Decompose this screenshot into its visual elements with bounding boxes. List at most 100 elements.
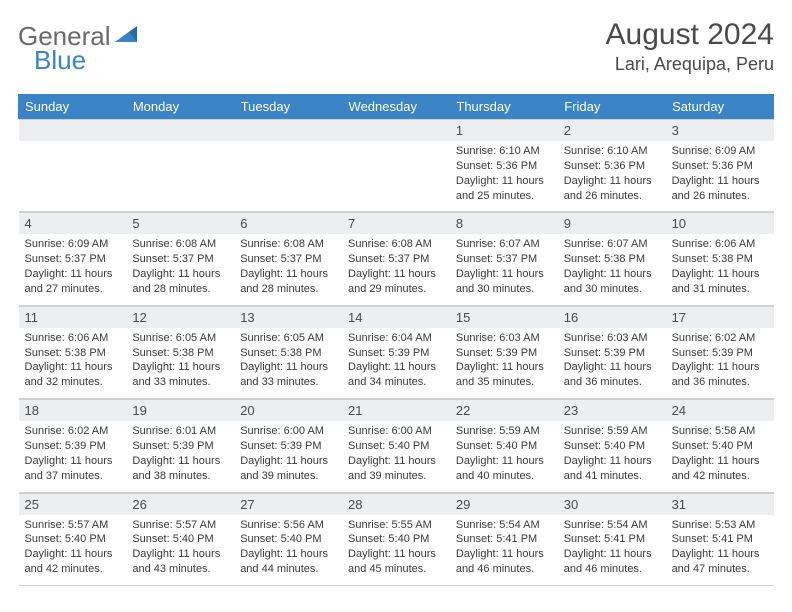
- sunset-value: 5:39 PM: [712, 347, 753, 359]
- day-body: Sunrise: 5:59 AMSunset: 5:40 PMDaylight:…: [450, 421, 558, 491]
- day-number: 8: [450, 212, 558, 234]
- sunrise-label: Sunrise:: [348, 425, 388, 437]
- daylight-label: Daylight:: [132, 548, 175, 560]
- day-body: Sunrise: 6:07 AMSunset: 5:37 PMDaylight:…: [450, 234, 558, 304]
- day-number: 15: [450, 306, 558, 328]
- day-body: Sunrise: 5:55 AMSunset: 5:40 PMDaylight:…: [342, 515, 450, 585]
- sunset-label: Sunset:: [564, 533, 601, 545]
- logo-triangle-icon: [115, 18, 137, 49]
- calendar-cell: [234, 119, 342, 212]
- sunset-line: Sunset: 5:39 PM: [456, 346, 552, 361]
- sunset-line: Sunset: 5:41 PM: [564, 532, 660, 547]
- day-body: Sunrise: 6:03 AMSunset: 5:39 PMDaylight:…: [450, 328, 558, 398]
- day-body: Sunrise: 6:10 AMSunset: 5:36 PMDaylight:…: [450, 141, 558, 211]
- day-header: Monday: [126, 94, 234, 119]
- calendar-cell: 21Sunrise: 6:00 AMSunset: 5:40 PMDayligh…: [342, 399, 450, 492]
- sunrise-value: 5:57 AM: [68, 519, 108, 531]
- sunrise-value: 6:03 AM: [607, 332, 647, 344]
- daylight-label: Daylight:: [672, 548, 715, 560]
- sunset-value: 5:36 PM: [604, 160, 645, 172]
- daylight-line: Daylight: 11 hours and 28 minutes.: [132, 267, 228, 297]
- sunset-label: Sunset:: [456, 160, 493, 172]
- sunrise-label: Sunrise:: [132, 238, 172, 250]
- daylight-line: Daylight: 11 hours and 43 minutes.: [132, 547, 228, 577]
- daylight-line: Daylight: 11 hours and 42 minutes.: [672, 454, 768, 484]
- sunrise-value: 5:57 AM: [176, 519, 216, 531]
- daylight-line: Daylight: 11 hours and 42 minutes.: [25, 547, 121, 577]
- sunset-line: Sunset: 5:37 PM: [348, 252, 444, 267]
- sunrise-line: Sunrise: 6:10 AM: [456, 144, 552, 159]
- day-number: 9: [558, 212, 666, 234]
- day-body: Sunrise: 5:58 AMSunset: 5:40 PMDaylight:…: [666, 421, 774, 491]
- sunrise-value: 6:08 AM: [391, 238, 431, 250]
- week-row: 4Sunrise: 6:09 AMSunset: 5:37 PMDaylight…: [19, 212, 774, 305]
- day-number: 17: [666, 306, 774, 328]
- sunrise-line: Sunrise: 6:02 AM: [672, 331, 768, 346]
- daylight-label: Daylight:: [25, 548, 68, 560]
- sunset-line: Sunset: 5:38 PM: [672, 252, 768, 267]
- sunrise-label: Sunrise:: [348, 519, 388, 531]
- sunrise-label: Sunrise:: [456, 425, 496, 437]
- day-body: Sunrise: 6:08 AMSunset: 5:37 PMDaylight:…: [234, 234, 342, 304]
- day-number: 1: [450, 119, 558, 141]
- day-number: 2: [558, 119, 666, 141]
- sunrise-value: 5:54 AM: [607, 519, 647, 531]
- calendar-cell: 5Sunrise: 6:08 AMSunset: 5:37 PMDaylight…: [126, 212, 234, 305]
- sunrise-line: Sunrise: 5:53 AM: [672, 518, 768, 533]
- sunrise-label: Sunrise:: [240, 425, 280, 437]
- day-number: 7: [342, 212, 450, 234]
- daylight-label: Daylight:: [672, 455, 715, 467]
- daylight-label: Daylight:: [25, 268, 68, 280]
- daylight-line: Daylight: 11 hours and 33 minutes.: [240, 360, 336, 390]
- daylight-label: Daylight:: [132, 455, 175, 467]
- sunrise-value: 6:10 AM: [607, 145, 647, 157]
- calendar-cell: 10Sunrise: 6:06 AMSunset: 5:38 PMDayligh…: [666, 212, 774, 305]
- sunrise-label: Sunrise:: [456, 145, 496, 157]
- day-body: Sunrise: 5:54 AMSunset: 5:41 PMDaylight:…: [558, 515, 666, 585]
- sunset-line: Sunset: 5:39 PM: [132, 439, 228, 454]
- sunrise-value: 5:59 AM: [607, 425, 647, 437]
- day-number-empty: [234, 119, 342, 141]
- sunrise-value: 5:53 AM: [715, 519, 755, 531]
- sunrise-line: Sunrise: 5:54 AM: [564, 518, 660, 533]
- calendar-cell: 22Sunrise: 5:59 AMSunset: 5:40 PMDayligh…: [450, 399, 558, 492]
- daylight-line: Daylight: 11 hours and 33 minutes.: [132, 360, 228, 390]
- sunset-value: 5:37 PM: [281, 253, 322, 265]
- sunset-line: Sunset: 5:39 PM: [564, 346, 660, 361]
- sunset-label: Sunset:: [456, 440, 493, 452]
- sunset-label: Sunset:: [456, 533, 493, 545]
- day-body: Sunrise: 6:00 AMSunset: 5:39 PMDaylight:…: [234, 421, 342, 491]
- day-number: 20: [234, 399, 342, 421]
- sunrise-label: Sunrise:: [25, 238, 65, 250]
- sunrise-line: Sunrise: 6:02 AM: [25, 424, 121, 439]
- sunset-value: 5:41 PM: [496, 533, 537, 545]
- sunrise-value: 6:00 AM: [391, 425, 431, 437]
- sunset-line: Sunset: 5:39 PM: [240, 439, 336, 454]
- sunset-value: 5:39 PM: [173, 440, 214, 452]
- day-body: Sunrise: 5:57 AMSunset: 5:40 PMDaylight:…: [126, 515, 234, 585]
- day-number: 14: [342, 306, 450, 328]
- sunset-label: Sunset:: [564, 160, 601, 172]
- daylight-line: Daylight: 11 hours and 26 minutes.: [672, 174, 768, 204]
- sunset-line: Sunset: 5:41 PM: [672, 532, 768, 547]
- sunset-value: 5:39 PM: [388, 347, 429, 359]
- sunrise-line: Sunrise: 6:08 AM: [240, 237, 336, 252]
- calendar-cell: 7Sunrise: 6:08 AMSunset: 5:37 PMDaylight…: [342, 212, 450, 305]
- sunrise-value: 6:02 AM: [68, 425, 108, 437]
- daylight-line: Daylight: 11 hours and 32 minutes.: [25, 360, 121, 390]
- daylight-label: Daylight:: [456, 548, 499, 560]
- sunrise-value: 6:09 AM: [715, 145, 755, 157]
- sunset-label: Sunset:: [564, 253, 601, 265]
- daylight-label: Daylight:: [240, 548, 283, 560]
- calendar-cell: [342, 119, 450, 212]
- day-header: Sunday: [19, 94, 127, 119]
- logo-text-blue: Blue: [34, 45, 86, 75]
- day-body: Sunrise: 6:08 AMSunset: 5:37 PMDaylight:…: [126, 234, 234, 304]
- sunrise-value: 6:01 AM: [176, 425, 216, 437]
- sunset-value: 5:38 PM: [173, 347, 214, 359]
- day-body-empty: [19, 141, 127, 201]
- sunset-line: Sunset: 5:40 PM: [348, 439, 444, 454]
- sunset-value: 5:40 PM: [496, 440, 537, 452]
- daylight-label: Daylight:: [348, 548, 391, 560]
- sunset-line: Sunset: 5:41 PM: [456, 532, 552, 547]
